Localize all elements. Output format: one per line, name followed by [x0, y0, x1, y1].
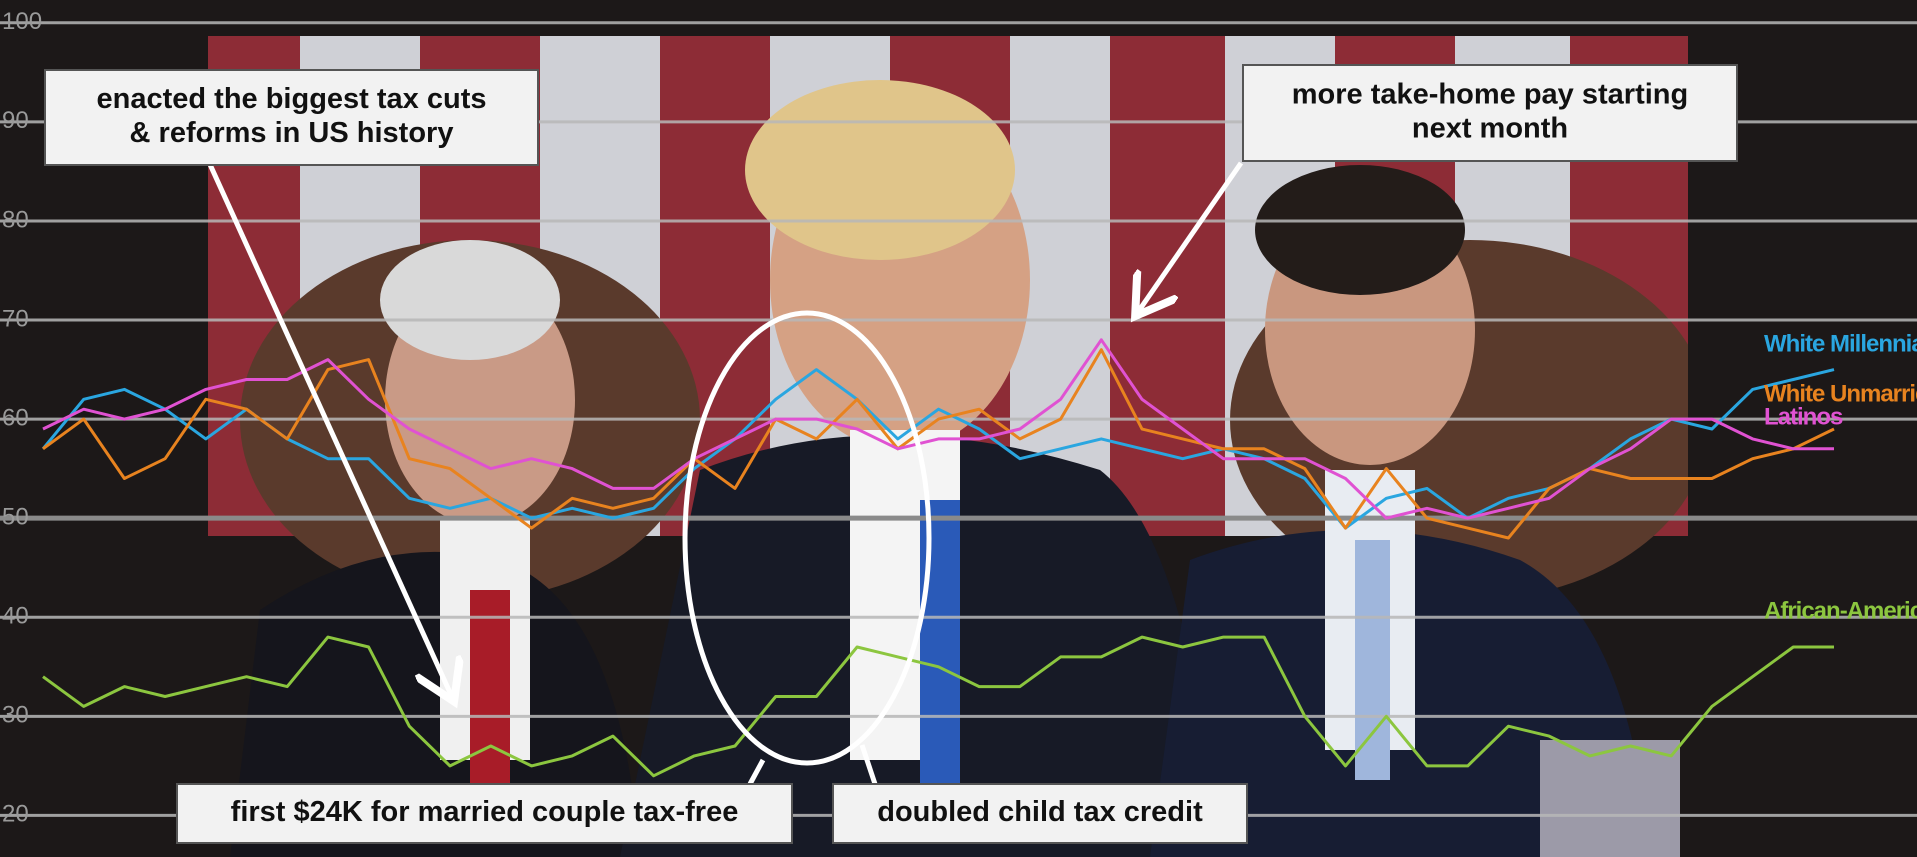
- series-line: [42, 635, 1834, 778]
- y-tick-label: 100: [2, 8, 42, 35]
- plot: White Millennials White Unmarried WomenLa…: [41, 330, 1917, 778]
- arrow: [1138, 161, 1244, 312]
- annotation-graphics: [205, 158, 1244, 786]
- connector: [747, 758, 766, 786]
- annotation-text: & reforms in US history: [130, 117, 454, 149]
- y-tick-label: 60: [2, 404, 29, 431]
- series-label: Latinos: [1764, 403, 1843, 430]
- series-label: White Millennials: [1764, 330, 1917, 357]
- annotation-text: more take-home pay starting: [1292, 79, 1688, 111]
- annotation-text: next month: [1412, 113, 1568, 145]
- y-tick-label: 50: [2, 504, 29, 531]
- series-label: White Unmarried Women: [1764, 380, 1917, 407]
- annotation-text: doubled child tax credit: [877, 796, 1203, 828]
- arrow: [205, 158, 452, 697]
- highlight-ellipse: [682, 310, 932, 766]
- connector: [859, 744, 878, 785]
- annotation-box: [44, 69, 539, 166]
- y-tick-label: 80: [2, 206, 29, 233]
- y-tick-label: 40: [2, 603, 29, 630]
- y-tick-label: 30: [2, 702, 29, 729]
- series-line: [42, 348, 1835, 540]
- annotation-box: [176, 783, 793, 844]
- series-line: [42, 338, 1834, 520]
- y-tick-label: 90: [2, 107, 29, 134]
- annotation-text: first $24K for married couple tax-free: [231, 796, 739, 828]
- annotation-text: enacted the biggest tax cuts: [97, 83, 487, 115]
- series-label: African-Americans: [1764, 597, 1917, 624]
- annotation-box: [832, 783, 1248, 844]
- annotations: enacted the biggest tax cuts& reforms in…: [44, 64, 1738, 844]
- annotation-box: [1242, 64, 1738, 162]
- y-tick-label: 70: [2, 305, 29, 332]
- y-tick-label: 20: [2, 801, 29, 828]
